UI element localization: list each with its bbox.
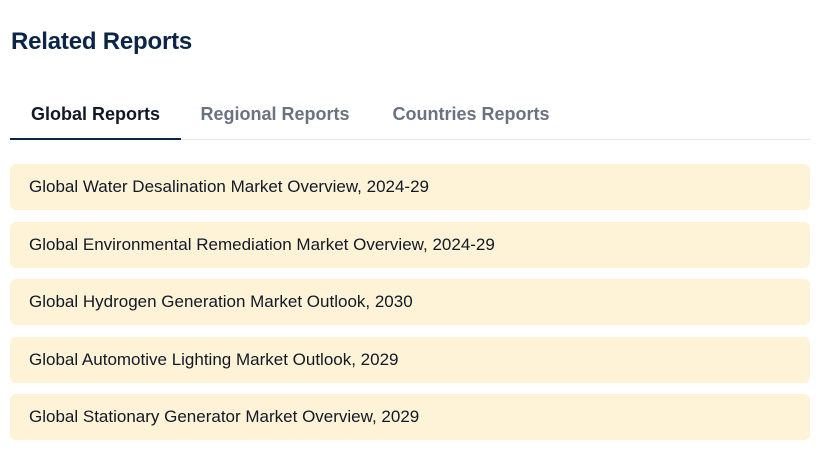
report-link[interactable]: Global Water Desalination Market Overvie… xyxy=(10,164,810,210)
report-list: Global Water Desalination Market Overvie… xyxy=(10,164,810,452)
section-title: Related Reports xyxy=(11,28,193,55)
report-link[interactable]: Global Hydrogen Generation Market Outloo… xyxy=(10,279,810,325)
tab-regional-reports[interactable]: Regional Reports xyxy=(200,104,350,124)
tab-global-reports[interactable]: Global Reports xyxy=(10,90,181,140)
report-tabs: Global Reports Regional Reports Countrie… xyxy=(10,90,810,140)
report-link[interactable]: Global Stationary Generator Market Overv… xyxy=(10,394,810,440)
report-link[interactable]: Global Environmental Remediation Market … xyxy=(10,221,810,268)
report-link[interactable]: Global Automotive Lighting Market Outloo… xyxy=(10,336,810,383)
tab-countries-reports[interactable]: Countries Reports xyxy=(392,104,550,124)
